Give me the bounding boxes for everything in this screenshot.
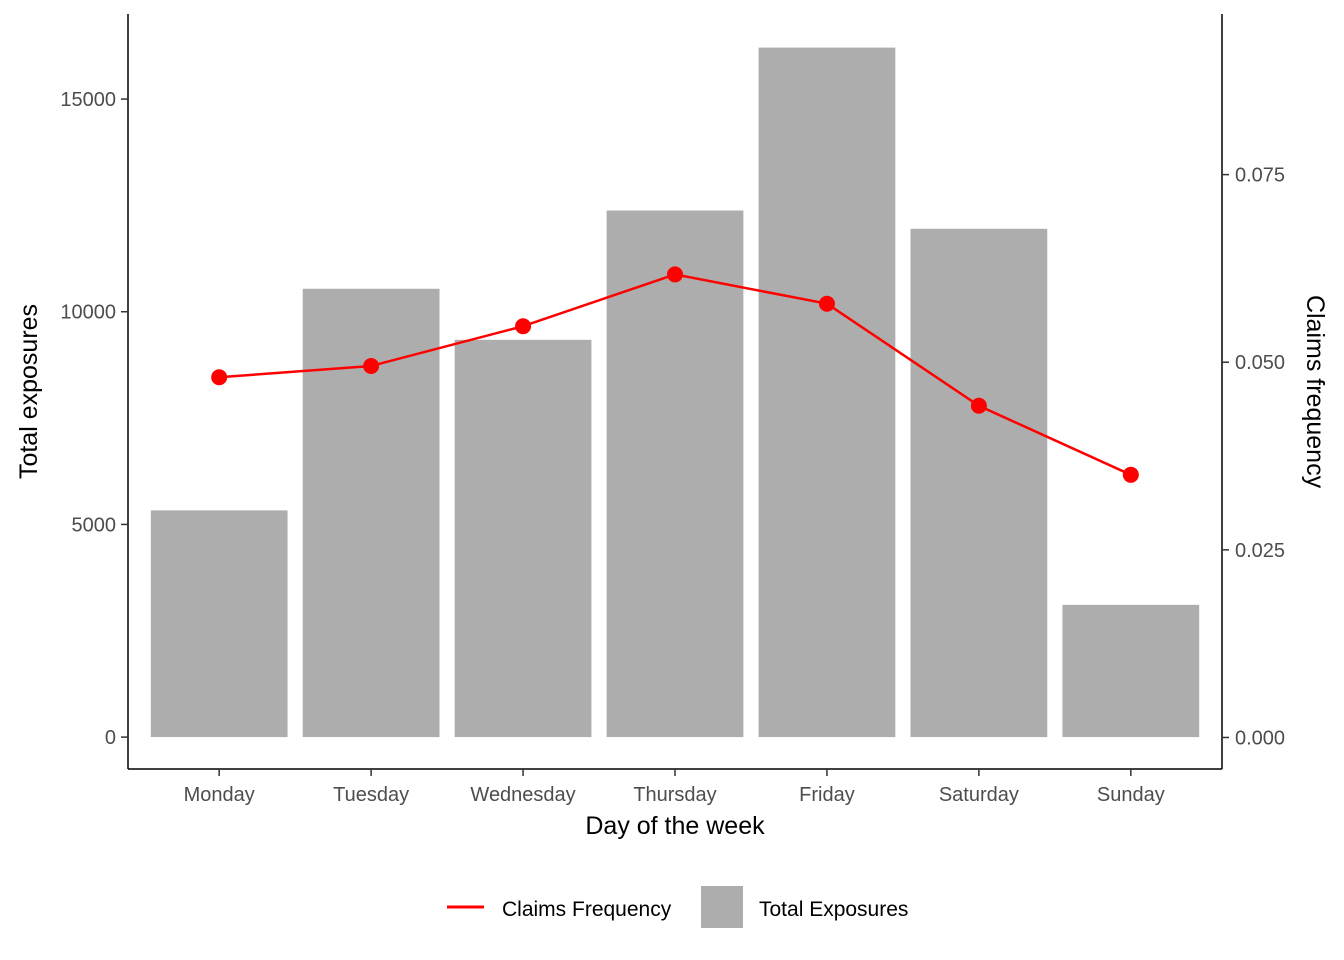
x-tick-label: Thursday [633, 784, 716, 806]
bar-sunday [1062, 604, 1200, 738]
bar-tuesday [302, 288, 440, 738]
point-wednesday [515, 318, 532, 335]
y-right-tick-label: 0.025 [1235, 540, 1285, 562]
y-tick-label: 0 [105, 727, 116, 749]
legend-key-total-exposures [701, 886, 743, 928]
point-sunday [1122, 466, 1139, 483]
axes: 0 5000 10000 15000 0.000 0.025 0.050 0.075 Monda… [60, 14, 1285, 806]
bar-monday [150, 510, 288, 738]
bar-saturday [910, 228, 1048, 738]
y-tick-label: 10000 [60, 302, 116, 324]
point-monday [211, 369, 228, 386]
y-right-tick-label: 0.050 [1235, 352, 1285, 374]
bar-friday [758, 47, 896, 738]
y-tick-label: 15000 [60, 89, 116, 111]
y-axis-right-title: Claims frequency [1301, 295, 1329, 489]
legend: Claims Frequency Total Exposures [447, 886, 908, 928]
x-tick-label: Wednesday [470, 784, 575, 806]
bar-thursday [606, 210, 744, 738]
x-axis-title: Day of the week [585, 812, 765, 840]
x-tick-label: Friday [799, 784, 855, 806]
x-tick-label: Sunday [1097, 784, 1165, 806]
y-right-tick-label: 0.075 [1235, 165, 1285, 187]
point-thursday [667, 266, 683, 283]
x-tick-label: Monday [184, 784, 255, 806]
y-tick-label: 5000 [72, 514, 117, 536]
point-friday [818, 295, 835, 312]
y-right-tick-label: 0.000 [1235, 727, 1285, 749]
x-tick-label: Tuesday [333, 784, 409, 806]
point-saturday [970, 397, 987, 414]
legend-label-total-exposures: Total Exposures [759, 898, 908, 921]
x-tick-label: Saturday [939, 784, 1019, 806]
bar-wednesday [454, 339, 592, 738]
point-tuesday [363, 357, 380, 374]
y-axis-title: Total exposures [15, 304, 43, 479]
plot-area [150, 47, 1200, 738]
legend-label-claims-frequency: Claims Frequency [502, 898, 672, 921]
